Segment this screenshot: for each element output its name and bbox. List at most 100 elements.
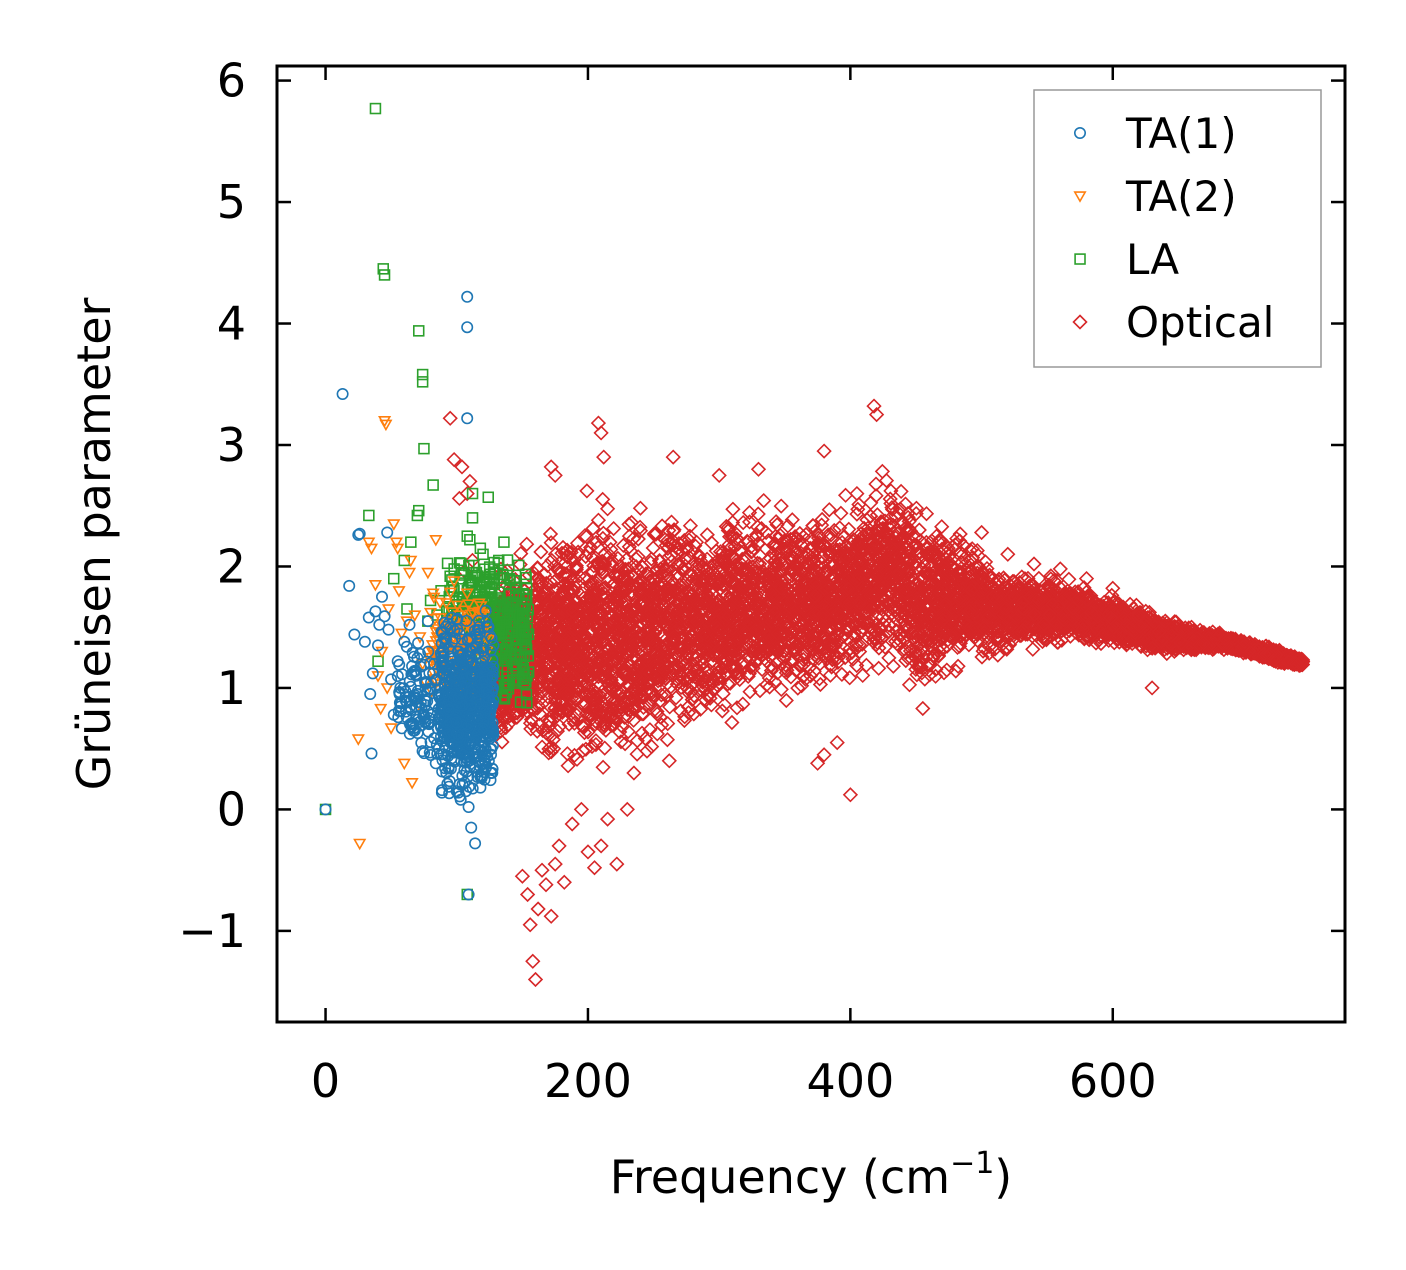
data-point — [749, 527, 765, 543]
data-point — [981, 645, 997, 661]
data-point — [665, 601, 682, 617]
data-point — [839, 549, 855, 565]
data-point — [874, 463, 891, 480]
data-point — [849, 506, 865, 522]
data-point — [887, 633, 904, 649]
data-point — [883, 510, 899, 526]
data-point — [568, 707, 585, 723]
data-point — [641, 625, 657, 641]
data-point — [641, 611, 657, 627]
data-point — [756, 584, 772, 600]
data-point — [595, 491, 611, 508]
data-point — [851, 550, 867, 567]
data-point — [851, 496, 867, 513]
data-point — [790, 680, 806, 696]
data-point — [684, 691, 700, 708]
data-point — [918, 506, 935, 522]
markers-layer — [319, 102, 1311, 988]
data-point — [752, 596, 769, 612]
data-point — [652, 561, 669, 577]
data-point — [735, 655, 752, 671]
data-point — [784, 653, 800, 669]
data-point — [577, 626, 593, 643]
data-point — [621, 528, 638, 544]
data-point — [859, 512, 875, 528]
data-point — [841, 533, 857, 550]
data-point — [1025, 641, 1041, 657]
data-point — [871, 660, 887, 676]
data-point — [750, 506, 766, 522]
data-point — [634, 572, 650, 589]
data-point — [897, 496, 914, 512]
data-point — [775, 556, 791, 572]
data-point — [594, 555, 610, 571]
data-point — [791, 657, 807, 673]
data-point — [557, 545, 573, 561]
data-point — [842, 670, 858, 686]
data-point — [742, 684, 758, 700]
data-point — [837, 487, 854, 503]
data-point — [597, 740, 613, 756]
data-point — [901, 677, 918, 693]
data-point — [598, 722, 614, 738]
data-point — [541, 741, 557, 757]
data-point — [575, 718, 591, 734]
data-point — [494, 734, 510, 750]
data-point — [855, 667, 871, 684]
data-point — [533, 544, 549, 560]
data-point — [617, 736, 633, 752]
data-point — [590, 539, 606, 556]
data-point — [595, 759, 611, 775]
data-point — [623, 514, 640, 531]
data-point — [731, 665, 748, 682]
data-point — [914, 665, 930, 681]
data-point — [621, 516, 637, 533]
data-point — [778, 692, 794, 709]
data-point — [552, 718, 568, 734]
data-point — [892, 501, 908, 517]
data-point — [826, 522, 842, 539]
data-point — [640, 620, 656, 637]
data-point — [663, 514, 680, 530]
data-point — [652, 693, 668, 709]
data-point — [698, 692, 714, 708]
data-point — [576, 694, 593, 711]
data-point — [741, 514, 758, 530]
data-point — [633, 558, 650, 574]
data-point — [558, 594, 574, 611]
data-point — [834, 666, 850, 683]
data-point — [878, 472, 895, 489]
data-point — [578, 529, 595, 545]
data-point — [710, 552, 726, 568]
data-point — [1025, 578, 1041, 595]
data-point — [579, 483, 595, 499]
data-point — [741, 504, 758, 521]
data-point — [542, 526, 559, 542]
data-point — [925, 617, 941, 633]
data-point — [943, 552, 960, 568]
data-point — [912, 659, 928, 675]
data-point — [691, 547, 707, 564]
data-point — [902, 523, 919, 539]
data-point — [677, 709, 693, 725]
data-point — [783, 669, 799, 685]
data-point — [718, 588, 735, 604]
data-point — [643, 738, 660, 755]
data-point — [544, 552, 560, 569]
data-point — [576, 570, 593, 587]
data-point — [917, 671, 933, 687]
data-point — [569, 751, 585, 767]
data-point — [578, 741, 594, 757]
data-point — [662, 699, 678, 715]
data-point — [612, 588, 628, 604]
data-point — [884, 499, 900, 516]
data-point — [814, 511, 830, 528]
data-point — [608, 644, 624, 660]
data-point — [691, 549, 708, 565]
data-point — [860, 526, 876, 542]
data-point — [821, 502, 837, 518]
data-point — [590, 512, 607, 528]
data-point — [934, 519, 950, 535]
data-point — [902, 643, 919, 659]
data-point — [674, 544, 691, 560]
